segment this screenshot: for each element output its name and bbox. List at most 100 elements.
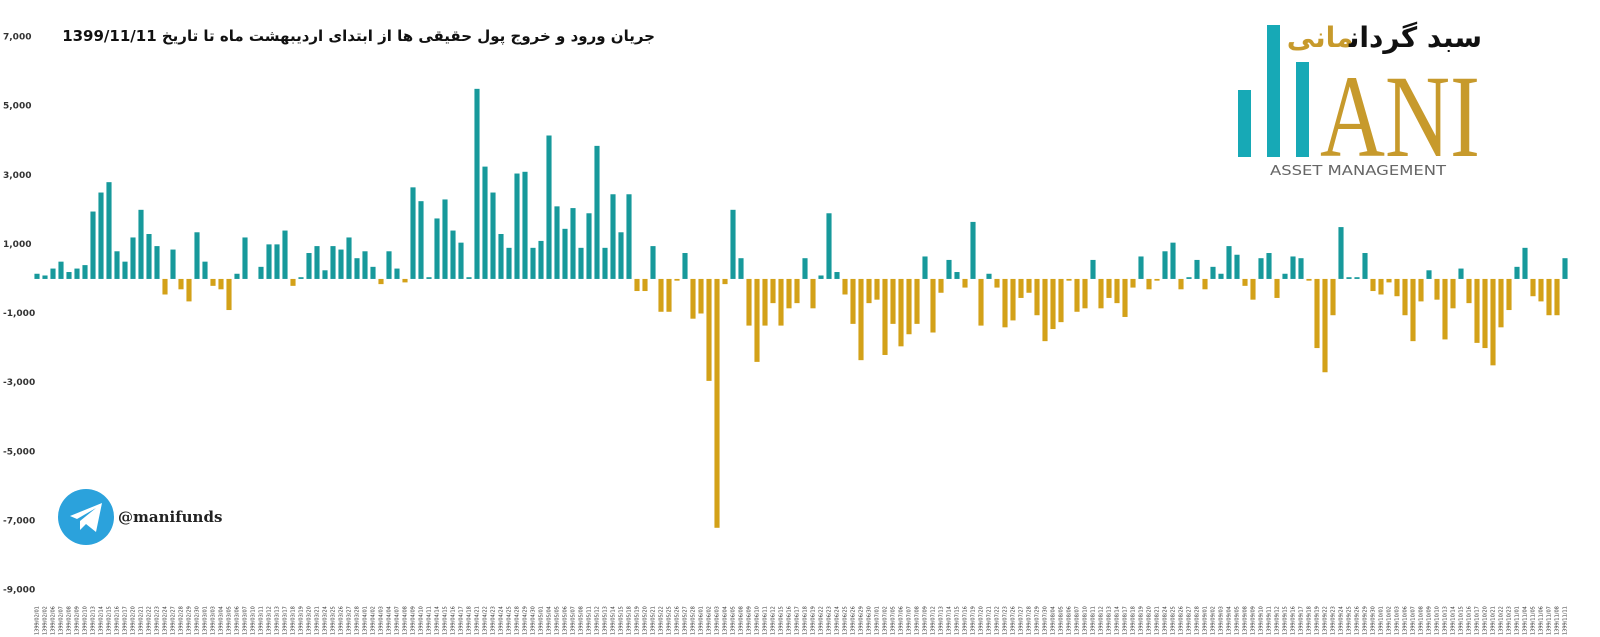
x-tick-label: 1399/10/15	[1459, 606, 1465, 635]
bar	[458, 242, 464, 279]
x-tick-label: 1399/03/28	[355, 606, 361, 635]
x-tick-label: 1399/10/16	[1467, 606, 1473, 635]
logo: سبد گردانمانی ANI ASSET MANAGEMENT	[1238, 21, 1482, 182]
bar	[1170, 242, 1176, 279]
x-tick-label: 1399/06/11	[763, 606, 769, 635]
x-tick-label: 1399/02/30	[195, 606, 201, 635]
bar	[714, 278, 720, 528]
x-tick-label: 1399/06/17	[795, 606, 801, 635]
bar	[1450, 278, 1456, 309]
x-tick-label: 1399/02/01	[35, 606, 41, 635]
x-tick-label: 1399/08/19	[1139, 606, 1145, 635]
bar	[874, 278, 880, 300]
x-tick-label: 1399/02/22	[147, 606, 153, 635]
x-tick-label: 1399/02/09	[75, 606, 81, 635]
bar	[1530, 278, 1536, 297]
bar	[954, 272, 960, 279]
x-tick-label: 1399/04/01	[363, 606, 369, 635]
logo-letters: ANI	[1320, 51, 1480, 182]
x-tick-label: 1399/11/01	[1515, 606, 1521, 635]
x-tick-label: 1399/03/04	[219, 606, 225, 635]
x-tick-label: 1399/09/18	[1307, 606, 1313, 635]
bar	[530, 247, 536, 279]
x-tick-label: 1399/09/26	[1355, 606, 1361, 635]
bar	[330, 246, 336, 279]
x-tick-label: 1399/07/13	[939, 606, 945, 635]
bar	[890, 278, 896, 324]
bar	[226, 278, 232, 311]
bar	[602, 247, 608, 279]
bar	[1010, 278, 1016, 321]
bar	[1522, 247, 1528, 279]
x-tick-label: 1399/05/13	[603, 606, 609, 635]
bar	[1090, 259, 1096, 279]
bar	[562, 228, 568, 279]
x-tick-label: 1399/07/26	[1011, 606, 1017, 635]
x-tick-label: 1399/03/20	[307, 606, 313, 635]
x-tick-label: 1399/09/08	[1243, 606, 1249, 635]
bar	[234, 273, 240, 279]
bar	[1394, 278, 1400, 297]
x-tick-label: 1399/07/07	[907, 606, 913, 635]
bar	[1002, 278, 1008, 328]
bar	[442, 199, 448, 279]
x-tick-label: 1399/08/20	[1147, 606, 1153, 635]
x-tick-label: 1399/09/25	[1347, 606, 1353, 635]
x-tick-label: 1399/07/30	[1043, 606, 1049, 635]
x-tick-label: 1399/02/10	[83, 606, 89, 635]
x-tick-label: 1399/03/11	[259, 606, 265, 635]
bar	[802, 258, 808, 279]
x-tick-label: 1399/08/17	[1123, 606, 1129, 635]
x-tick-label: 1399/05/05	[555, 606, 561, 635]
bar	[522, 171, 528, 279]
x-tick-label: 1399/08/24	[1163, 606, 1169, 635]
x-tick-label: 1399/03/27	[347, 606, 353, 635]
bar	[202, 261, 208, 279]
x-tick-label: 1399/04/10	[419, 606, 425, 635]
bar	[930, 278, 936, 333]
x-tick-label: 1399/08/21	[1155, 606, 1161, 635]
bar	[810, 278, 816, 309]
x-tick-label: 1399/03/07	[243, 606, 249, 635]
x-tick-label: 1399/09/15	[1283, 606, 1289, 635]
x-tick-label: 1399/05/26	[675, 606, 681, 635]
bar	[858, 278, 864, 361]
x-tick-label: 1399/11/06	[1539, 606, 1545, 635]
logo-text: سبد گردانمانی	[1287, 21, 1482, 54]
bar	[826, 213, 832, 279]
bar	[1066, 278, 1072, 281]
x-tick-label: 1399/06/03	[715, 606, 721, 635]
bar	[610, 194, 616, 279]
bar	[1426, 270, 1432, 279]
x-tick-label: 1399/10/22	[1499, 606, 1505, 635]
bar	[1538, 278, 1544, 302]
x-tick-label: 1399/09/02	[1211, 606, 1217, 635]
x-tick-label: 1399/11/11	[1563, 606, 1569, 635]
x-tick-label: 1399/03/25	[331, 606, 337, 635]
x-tick-label: 1399/09/05	[1235, 606, 1241, 635]
x-tick-label: 1399/10/21	[1491, 606, 1497, 635]
x-tick-label: 1399/06/10	[755, 606, 761, 635]
x-tick-label: 1399/03/18	[291, 606, 297, 635]
x-tick-label: 1399/07/27	[1019, 606, 1025, 635]
chart-title: جریان ورود و خروج پول حقیقی ها از ابتدای…	[62, 27, 655, 46]
bar	[1130, 278, 1136, 288]
x-tick-label: 1399/09/17	[1299, 606, 1305, 635]
bar	[346, 237, 352, 279]
x-tick-label: 1399/08/25	[1171, 606, 1177, 635]
x-tick-label: 1399/06/18	[803, 606, 809, 635]
bar	[1050, 278, 1056, 330]
x-tick-label: 1399/07/12	[931, 606, 937, 635]
bar	[1466, 278, 1472, 304]
bar	[90, 211, 96, 279]
x-tick-label: 1399/03/06	[235, 606, 241, 635]
x-tick-label: 1399/05/28	[691, 606, 697, 635]
x-tick-label: 1399/06/30	[867, 606, 873, 635]
x-tick-label: 1399/02/23	[155, 606, 161, 635]
bar	[986, 273, 992, 279]
bar	[1234, 254, 1240, 279]
x-tick-label: 1399/04/23	[491, 606, 497, 635]
x-tick-label: 1399/08/14	[1115, 606, 1121, 635]
bar	[1074, 278, 1080, 312]
x-tick-label: 1399/06/09	[747, 606, 753, 635]
